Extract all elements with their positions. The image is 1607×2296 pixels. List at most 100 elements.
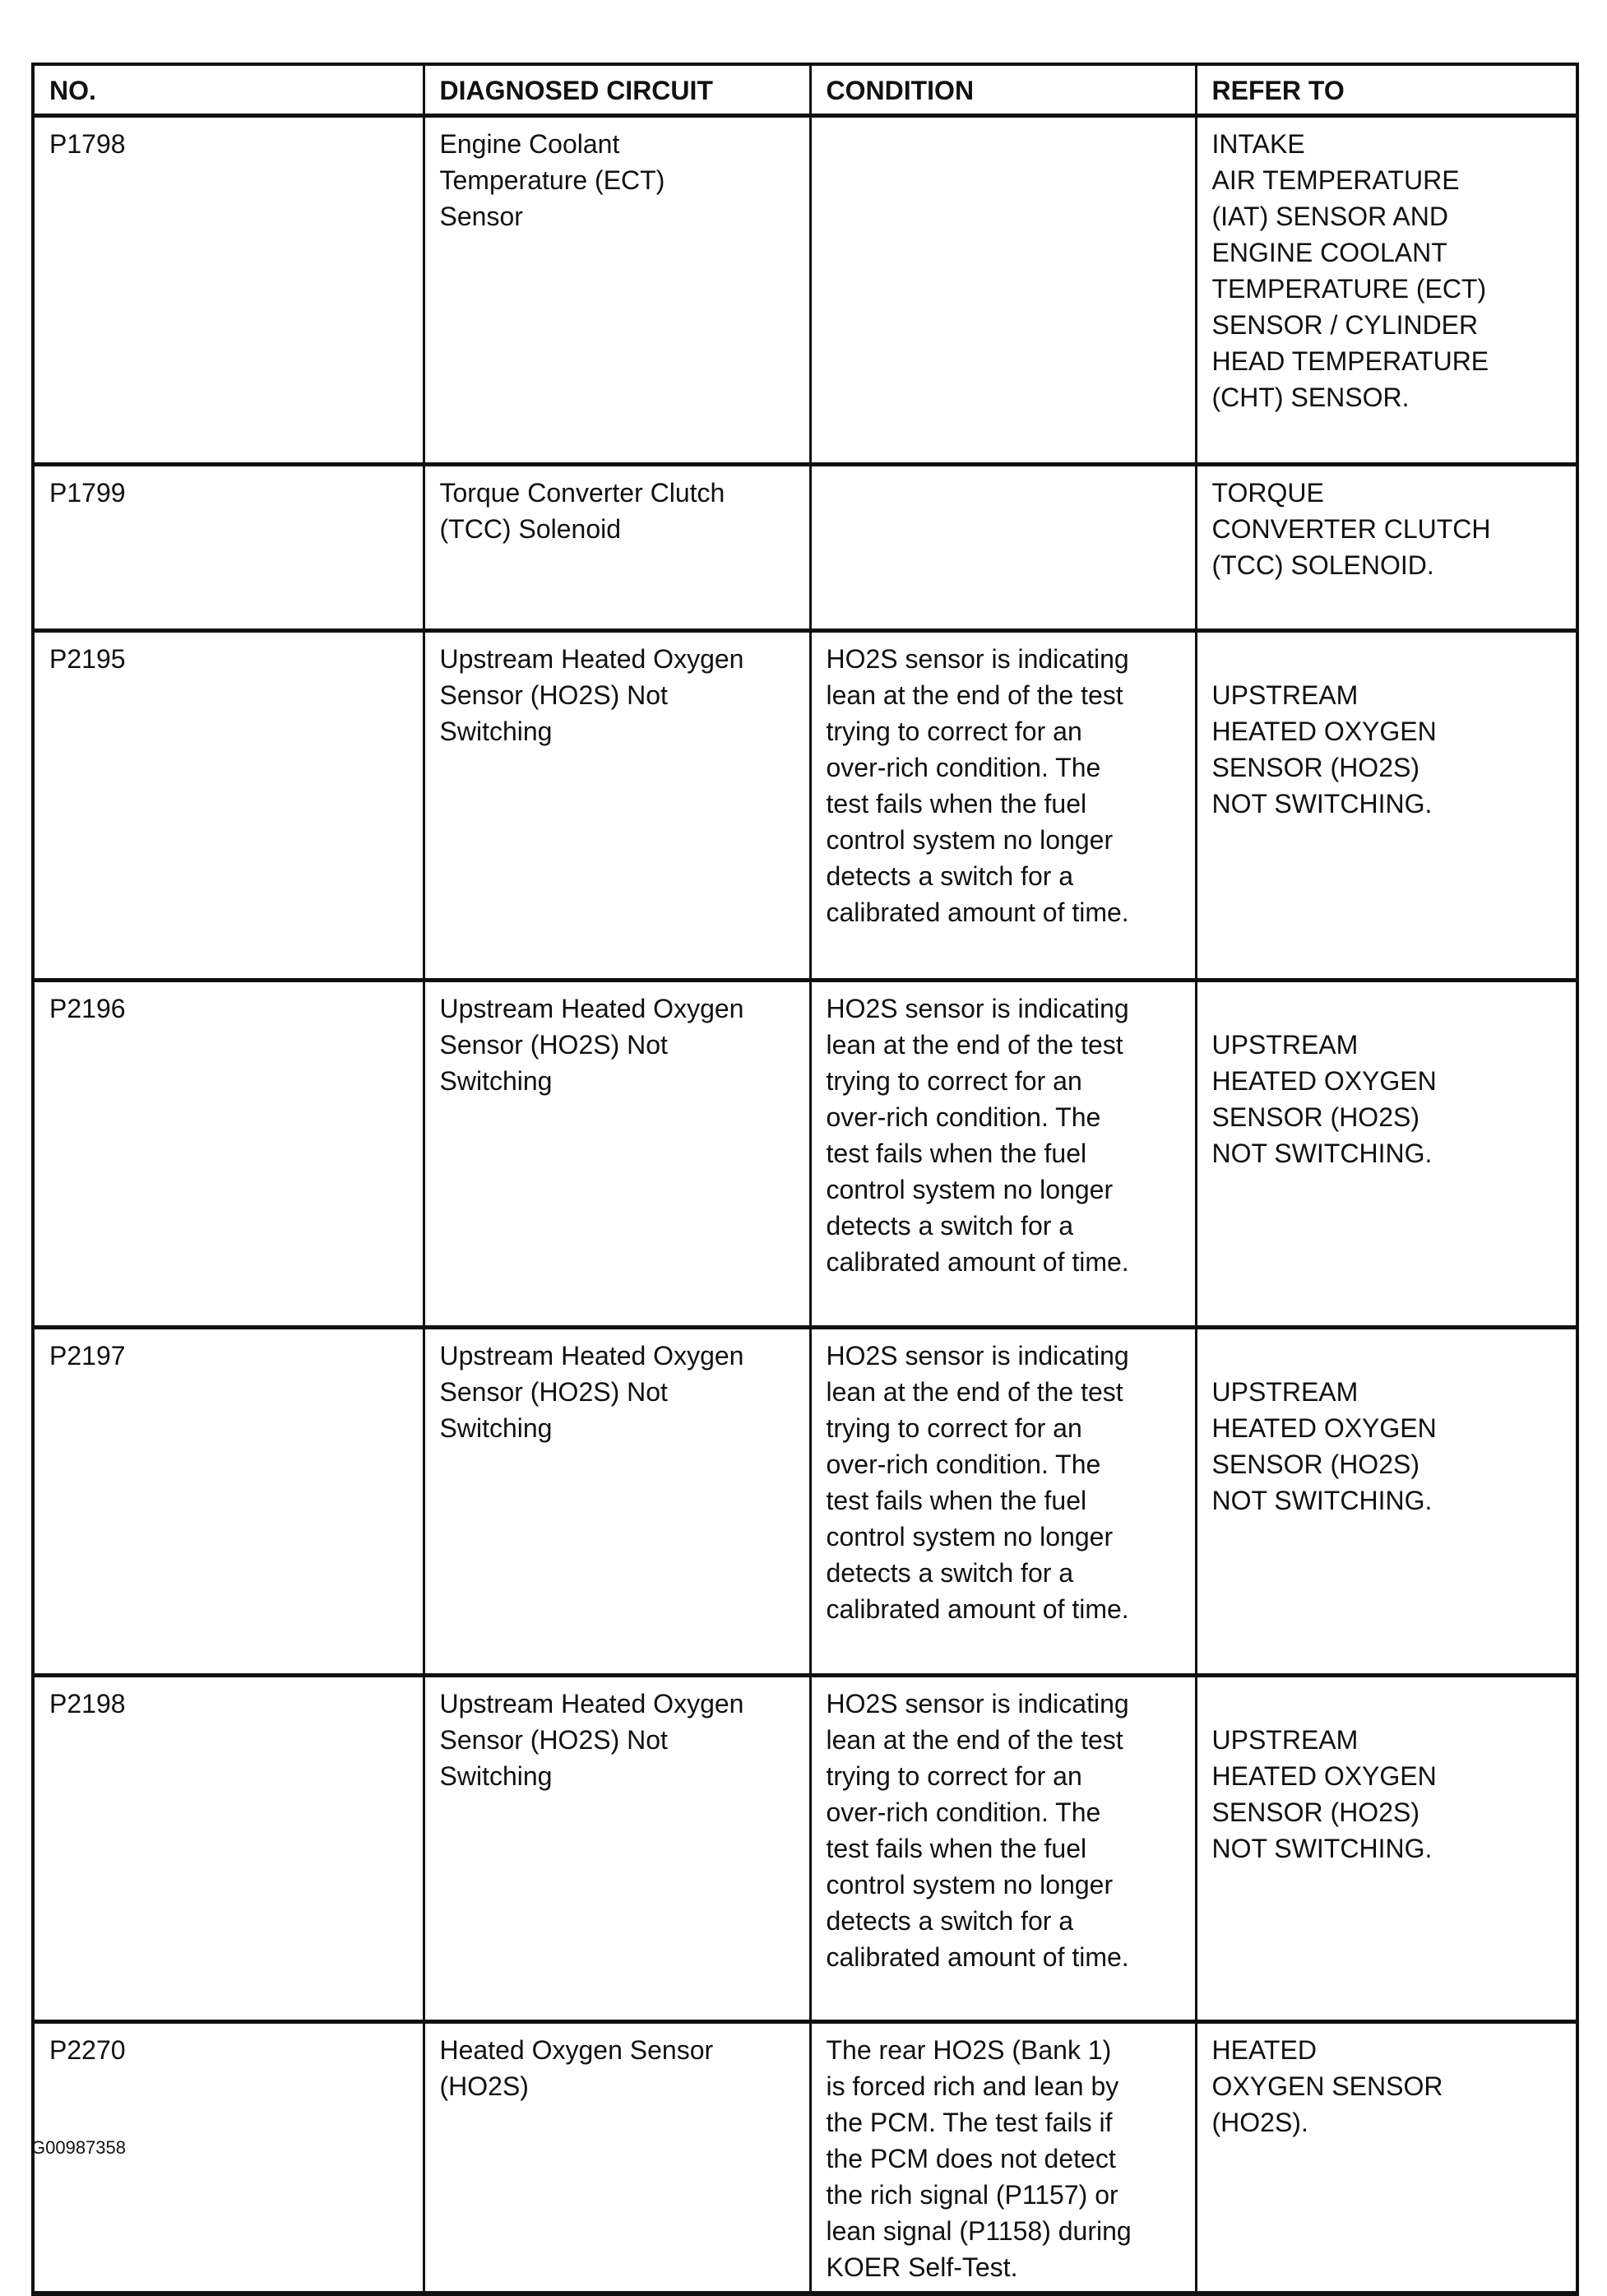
cell-circuit: Heated Oxygen Sensor (HO2S) — [422, 2020, 812, 2296]
cell-circuit-line: Sensor (HO2S) Not — [439, 1377, 668, 1407]
cell-condition-line: over-rich condition. The — [826, 1797, 1101, 1827]
figure-id: G00987358 — [31, 2137, 126, 2158]
cell-no: P2196 — [31, 978, 425, 1329]
cell-refer-line: TORQUE — [1211, 478, 1324, 508]
cell-refer-line: (HO2S). — [1211, 2108, 1308, 2137]
cell-refer-line: SENSOR / CYLINDER — [1211, 310, 1479, 340]
cell-refer-line: UPSTREAM — [1211, 1377, 1359, 1407]
cell-refer: UPSTREAM HEATED OXYGEN SENSOR (HO2S) NOT SW… — [1194, 1673, 1579, 2023]
cell-condition-line: is forced rich and lean by — [826, 2071, 1119, 2101]
cell-condition-line: lean at the end of the test — [826, 1725, 1123, 1755]
cell-no: P2195 — [31, 629, 425, 981]
cell-refer-line: INTAKE — [1211, 129, 1305, 159]
cell-refer-line: HEATED OXYGEN — [1211, 1761, 1437, 1791]
header-circuit: DIAGNOSED CIRCUIT — [422, 63, 812, 118]
cell-condition-line: the PCM does not detect — [826, 2144, 1116, 2173]
cell-refer-line: UPSTREAM — [1211, 1725, 1359, 1755]
cell-circuit-line: Torque Converter Clutch — [439, 478, 725, 508]
cell-condition: The rear HO2S (Bank 1) is forced rich and… — [808, 2020, 1197, 2296]
cell-condition-line: detects a switch for a — [826, 1906, 1074, 1936]
cell-refer-line: TEMPERATURE (ECT) — [1211, 274, 1487, 304]
cell-circuit-line: Switching — [439, 1066, 553, 1096]
cell-circuit: Upstream Heated Oxygen Sensor (HO2S) Not S… — [422, 978, 812, 1329]
cell-no: P2198 — [31, 1673, 425, 2023]
cell-refer-line: HEATED — [1211, 2035, 1317, 2065]
cell-refer-line: ENGINE COOLANT — [1211, 238, 1447, 267]
cell-circuit-line: (HO2S) — [439, 2071, 529, 2101]
cell-refer-line: HEATED OXYGEN — [1211, 717, 1437, 746]
cell-condition-line: HO2S sensor is indicating — [826, 1689, 1129, 1719]
cell-condition: HO2S sensor is indicating lean at the end… — [808, 629, 1197, 981]
cell-refer: INTAKE AIR TEMPERATURE (IAT) SENSOR AND ENG… — [1194, 114, 1579, 466]
cell-condition-line: trying to correct for an — [826, 717, 1082, 746]
cell-condition-line: the PCM. The test fails if — [826, 2108, 1113, 2137]
cell-circuit: Engine Coolant Temperature (ECT) Sensor — [422, 114, 812, 466]
cell-refer-line: (CHT) SENSOR. — [1211, 383, 1410, 412]
cell-condition — [808, 114, 1197, 466]
cell-refer-line: SENSOR (HO2S) — [1211, 1797, 1419, 1827]
header-no: NO. — [31, 63, 425, 118]
cell-condition: HO2S sensor is indicating lean at the end… — [808, 1325, 1197, 1677]
cell-circuit-line: Sensor — [439, 202, 523, 231]
cell-refer-line: (IAT) SENSOR AND — [1211, 202, 1448, 231]
header-condition: CONDITION — [808, 63, 1197, 118]
cell-refer-line: (TCC) SOLENOID. — [1211, 550, 1434, 580]
cell-condition-line: lean at the end of the test — [826, 1377, 1123, 1407]
cell-condition-line: calibrated amount of time. — [826, 1942, 1129, 1972]
cell-refer-line: SENSOR (HO2S) — [1211, 1449, 1419, 1479]
cell-refer-line: OXYGEN SENSOR — [1211, 2071, 1443, 2101]
cell-condition-line: test fails when the fuel — [826, 789, 1087, 819]
table-row: P2270 Heated Oxygen Sensor (HO2S) The rear … — [31, 2020, 1579, 2296]
cell-condition-line: calibrated amount of time. — [826, 1247, 1129, 1277]
cell-condition-line: detects a switch for a — [826, 861, 1074, 891]
table-row: P2195 Upstream Heated Oxygen Sensor (HO2S)… — [31, 629, 1579, 981]
cell-condition: HO2S sensor is indicating lean at the end… — [808, 1673, 1197, 2023]
cell-condition-line: trying to correct for an — [826, 1761, 1082, 1791]
cell-circuit: Torque Converter Clutch (TCC) Solenoid — [422, 462, 812, 632]
cell-refer-line: HEATED OXYGEN — [1211, 1066, 1437, 1096]
cell-refer-line: SENSOR (HO2S) — [1211, 1102, 1419, 1132]
cell-circuit-line: Switching — [439, 717, 553, 746]
cell-condition — [808, 462, 1197, 632]
cell-circuit-line: Upstream Heated Oxygen — [439, 994, 744, 1023]
cell-no: P1798 — [31, 114, 425, 466]
cell-condition-line: calibrated amount of time. — [826, 1594, 1129, 1624]
cell-condition-line: test fails when the fuel — [826, 1486, 1087, 1515]
cell-circuit-line: (TCC) Solenoid — [439, 514, 622, 544]
cell-condition-line: HO2S sensor is indicating — [826, 1341, 1129, 1371]
cell-condition-line: test fails when the fuel — [826, 1139, 1087, 1168]
cell-condition-line: test fails when the fuel — [826, 1834, 1087, 1863]
cell-circuit-line: Switching — [439, 1761, 553, 1791]
table-row: P2198 Upstream Heated Oxygen Sensor (HO2S)… — [31, 1673, 1579, 2023]
cell-refer-line: NOT SWITCHING. — [1211, 1139, 1433, 1168]
cell-condition-line: HO2S sensor is indicating — [826, 644, 1129, 674]
cell-refer-line: HEATED OXYGEN — [1211, 1413, 1437, 1443]
cell-refer: TORQUE CONVERTER CLUTCH (TCC) SOLENOID. — [1194, 462, 1579, 632]
cell-no: P2197 — [31, 1325, 425, 1677]
table-row: P2196 Upstream Heated Oxygen Sensor (HO2S)… — [31, 978, 1579, 1329]
cell-circuit-line: Heated Oxygen Sensor — [439, 2035, 714, 2065]
cell-condition-line: detects a switch for a — [826, 1211, 1074, 1241]
cell-condition-line: control system no longer — [826, 1175, 1114, 1204]
cell-refer: UPSTREAM HEATED OXYGEN SENSOR (HO2S) NOT SW… — [1194, 1325, 1579, 1677]
cell-condition-line: lean signal (P1158) during — [826, 2216, 1132, 2246]
cell-condition-line: control system no longer — [826, 825, 1114, 855]
cell-condition-line: The rear HO2S (Bank 1) — [826, 2035, 1112, 2065]
cell-condition-line: detects a switch for a — [826, 1558, 1074, 1588]
cell-circuit-line: Sensor (HO2S) Not — [439, 1725, 668, 1755]
cell-condition-line: calibrated amount of time. — [826, 898, 1129, 927]
table-row: P2197 Upstream Heated Oxygen Sensor (HO2S)… — [31, 1325, 1579, 1677]
cell-circuit-line: Sensor (HO2S) Not — [439, 680, 668, 710]
cell-no: P1799 — [31, 462, 425, 632]
cell-refer-line: CONVERTER CLUTCH — [1211, 514, 1491, 544]
cell-refer: UPSTREAM HEATED OXYGEN SENSOR (HO2S) NOT SW… — [1194, 978, 1579, 1329]
cell-refer-line: SENSOR (HO2S) — [1211, 753, 1419, 782]
cell-refer-line: AIR TEMPERATURE — [1211, 165, 1460, 195]
cell-condition-line: control system no longer — [826, 1870, 1114, 1899]
cell-condition-line: over-rich condition. The — [826, 753, 1101, 782]
cell-refer-line: HEAD TEMPERATURE — [1211, 346, 1489, 376]
header-refer: REFER TO — [1194, 63, 1579, 118]
cell-refer-line: UPSTREAM — [1211, 1030, 1359, 1060]
cell-condition: HO2S sensor is indicating lean at the end… — [808, 978, 1197, 1329]
table-row: P1798 Engine Coolant Temperature (ECT) Sens… — [31, 114, 1579, 466]
